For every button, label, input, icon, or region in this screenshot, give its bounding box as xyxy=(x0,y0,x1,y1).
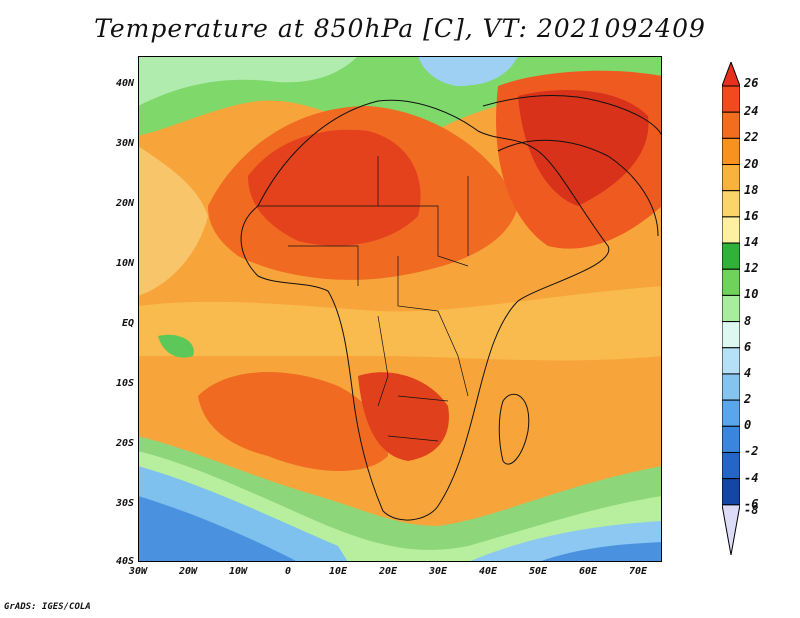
colorbar-cell xyxy=(722,85,740,113)
colorbar-cell xyxy=(722,321,740,349)
lon-label-30w: 30W xyxy=(128,566,148,577)
lat-label-30n: 30N xyxy=(115,138,134,149)
colorbar-label: 0 xyxy=(744,418,752,433)
temperature-map xyxy=(138,56,662,562)
colorbar-cell xyxy=(722,373,740,401)
field-darkblue-south xyxy=(138,496,298,562)
colorbar-cell xyxy=(722,399,740,427)
colorbar-label: 4 xyxy=(744,365,752,380)
africa-coastline xyxy=(240,99,610,521)
lat-label-eq: EQ xyxy=(121,318,134,329)
colorbar-top-arrow xyxy=(722,62,740,87)
lon-label-30e: 30E xyxy=(428,566,448,577)
colorbar-cell xyxy=(722,347,740,375)
colorbar-label: -4 xyxy=(744,470,759,485)
colorbar-cell xyxy=(722,111,740,139)
field-darkblue-southeast xyxy=(538,542,662,562)
colorbar-cell xyxy=(722,294,740,323)
field-core-southern-africa xyxy=(358,372,449,461)
lon-label-50e: 50E xyxy=(528,566,548,577)
colorbar-label: 2 xyxy=(744,392,752,407)
lon-label-60e: 60E xyxy=(578,566,598,577)
field-core-arabia xyxy=(518,90,649,206)
lat-label-40n: 40N xyxy=(115,78,134,89)
colorbar-label: 8 xyxy=(744,313,752,328)
colorbar-label: 22 xyxy=(744,130,759,145)
colorbar-label: -2 xyxy=(744,444,759,459)
colorbar-cell xyxy=(722,478,740,506)
lon-label-10w: 10W xyxy=(228,566,248,577)
grads-credit: GrADS: IGES/COLA xyxy=(4,602,91,612)
colorbar-label: -6 xyxy=(744,496,759,511)
field-green-patch-equator xyxy=(158,334,194,358)
colorbar-label: 18 xyxy=(744,182,759,197)
colorbar-bottom-arrow xyxy=(722,504,740,555)
colorbar-cell xyxy=(722,216,740,244)
field-equatorial xyxy=(138,286,662,361)
colorbar-label: 6 xyxy=(744,339,752,354)
colorbar-cell xyxy=(722,164,740,192)
map-title: Temperature at 850hPa [C], VT: 202109240… xyxy=(94,14,706,43)
arabia-coastline xyxy=(497,139,659,237)
lon-label-40e: 40E xyxy=(478,566,498,577)
lon-label-0: 0 xyxy=(284,566,292,577)
colorbar-cell xyxy=(722,425,740,453)
lat-label-40s: 40S xyxy=(115,556,134,567)
country-borders xyxy=(258,156,469,442)
temperature-field xyxy=(138,56,662,562)
colorbar-label: 12 xyxy=(744,261,759,276)
madagascar-coastline xyxy=(498,393,530,465)
lat-label-10s: 10S xyxy=(115,378,134,389)
colorbar-cell xyxy=(722,137,740,166)
lon-label-70e: 70E xyxy=(628,566,648,577)
colorbar-cell xyxy=(722,451,740,480)
field-yellow-west xyxy=(138,146,208,296)
colorbar-cell xyxy=(722,242,740,270)
lat-label-20s: 20S xyxy=(115,438,134,449)
colorbar-label: 16 xyxy=(744,208,759,223)
colorbar-svg xyxy=(722,62,740,555)
field-lightgreen-north xyxy=(138,56,358,106)
colorbar xyxy=(722,62,740,555)
colorbar-label: 14 xyxy=(744,235,759,250)
lon-label-10e: 10E xyxy=(328,566,348,577)
colorbar-label: 26 xyxy=(744,76,759,90)
lon-label-20e: 20E xyxy=(378,566,398,577)
colorbar-label: 10 xyxy=(744,287,759,302)
mediterranean-coast xyxy=(482,95,662,137)
lat-label-10n: 10N xyxy=(115,258,134,269)
colorbar-cell xyxy=(722,190,740,218)
lat-label-20n: 20N xyxy=(115,198,134,209)
field-hot-southwest xyxy=(198,372,388,471)
field-blue-north xyxy=(418,56,518,86)
colorbar-cell xyxy=(722,268,740,296)
colorbar-label: 24 xyxy=(744,104,759,119)
colorbar-label: 20 xyxy=(744,156,759,171)
lat-label-30s: 30S xyxy=(115,498,134,509)
colorbar-label: -8 xyxy=(744,502,759,517)
lon-label-20w: 20W xyxy=(178,566,198,577)
field-core-sahara xyxy=(248,129,421,246)
